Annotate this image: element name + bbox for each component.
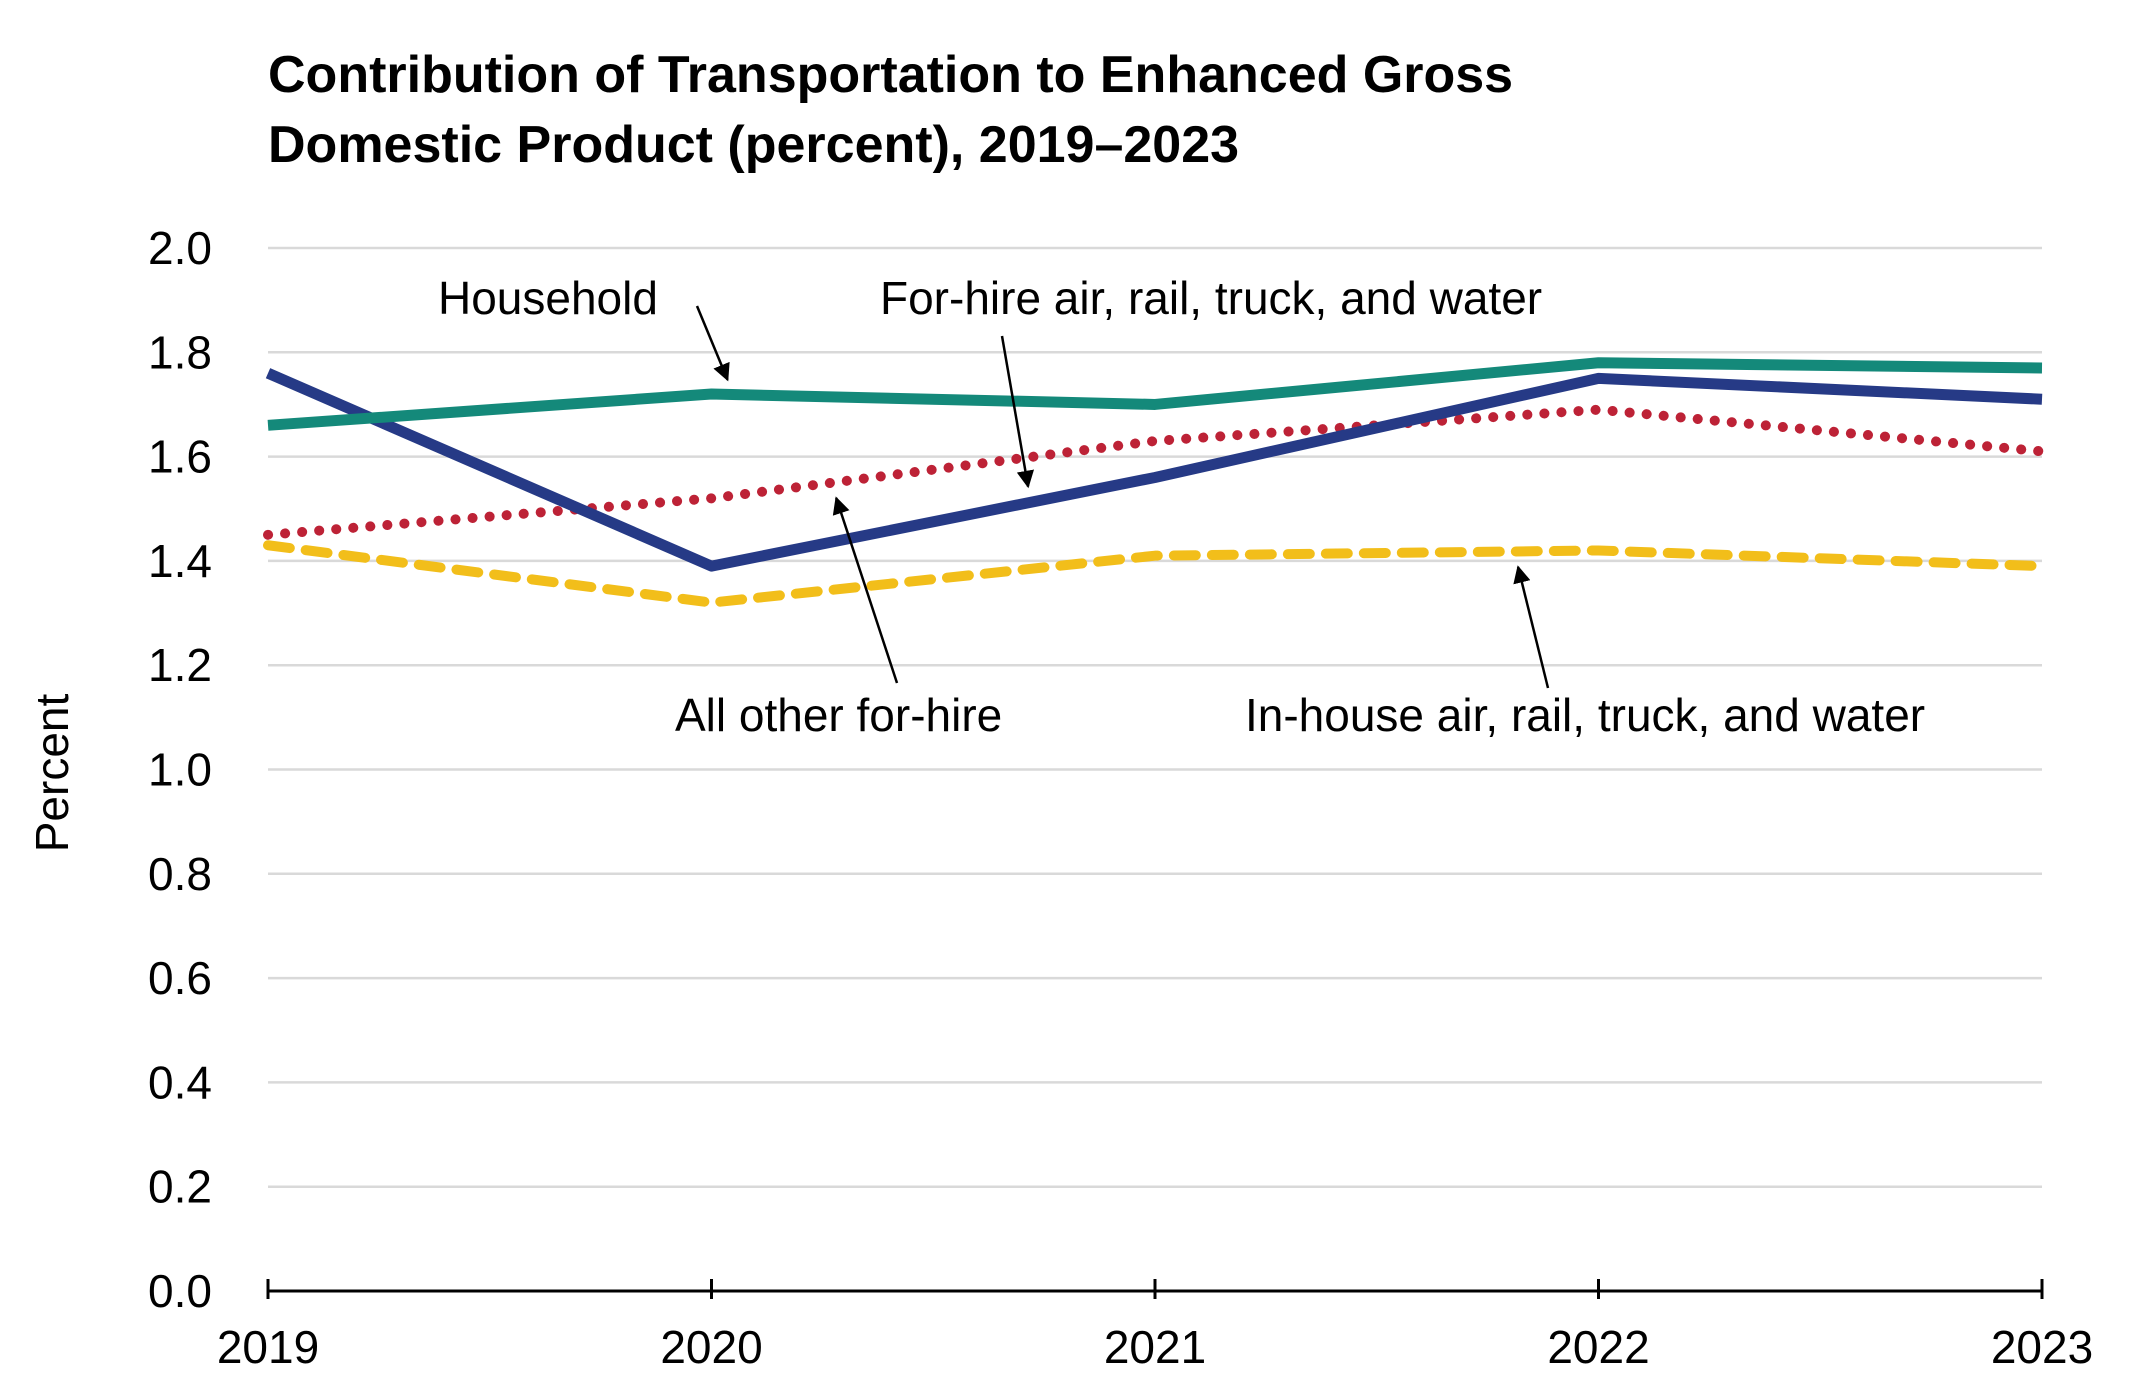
- annotation-arrow: [832, 496, 899, 684]
- y-tick-label: 1.4: [148, 535, 212, 587]
- y-tick-label: 0.2: [148, 1161, 212, 1213]
- y-tick-label: 1.0: [148, 744, 212, 796]
- annotation-arrow: [1513, 565, 1550, 689]
- annotation-label: All other for-hire: [675, 689, 1002, 741]
- x-tick-label: 2022: [1547, 1321, 1649, 1373]
- annotations: Household For-hire air, rail, truck, and …: [438, 272, 1925, 741]
- annotation-label: In-house air, rail, truck, and water: [1245, 689, 1925, 741]
- x-tick-label: 2021: [1104, 1321, 1206, 1373]
- series-line-all-other-for-hire: [263, 404, 2047, 540]
- series-lines: [263, 357, 2047, 608]
- annotation-arrow: [1000, 335, 1035, 489]
- series-line-for-hire-air-rail-truck-and-water: [265, 368, 2043, 572]
- gridlines: [268, 246, 2042, 1188]
- y-tick-label: 1.6: [148, 431, 212, 483]
- y-tick-labels: 0.0 0.2 0.4 0.6 0.8 1.0 1.2 1.4 1.6 1.8 2.0: [148, 222, 212, 1317]
- chart-title-line-2: Domestic Product (percent), 2019–2023: [268, 116, 1239, 174]
- x-tick-label: 2019: [217, 1321, 319, 1373]
- x-tick-label: 2020: [660, 1321, 762, 1373]
- y-axis-label: Percent: [26, 694, 78, 853]
- annotation-arrow: [695, 305, 730, 382]
- chart-title-line-1: Contribution of Transportation to Enhanc…: [268, 46, 1513, 104]
- annotation-label: Household: [438, 272, 658, 324]
- x-tick-label: 2023: [1991, 1321, 2093, 1373]
- y-tick-label: 1.8: [148, 326, 212, 378]
- y-tick-label: 0.4: [148, 1056, 212, 1108]
- y-tick-label: 0.6: [148, 952, 212, 1004]
- annotation-label: For-hire air, rail, truck, and water: [880, 272, 1542, 324]
- x-axis: 2019 2020 2021 2022 2023: [217, 1279, 2093, 1373]
- series-line-in-house-air-rail-truck-and-water: [263, 540, 2047, 608]
- y-tick-label: 0.8: [148, 848, 212, 900]
- y-tick-label: 0.0: [148, 1265, 212, 1317]
- y-tick-label: 2.0: [148, 222, 212, 274]
- y-tick-label: 1.2: [148, 639, 212, 691]
- series-line-household: [267, 357, 2043, 431]
